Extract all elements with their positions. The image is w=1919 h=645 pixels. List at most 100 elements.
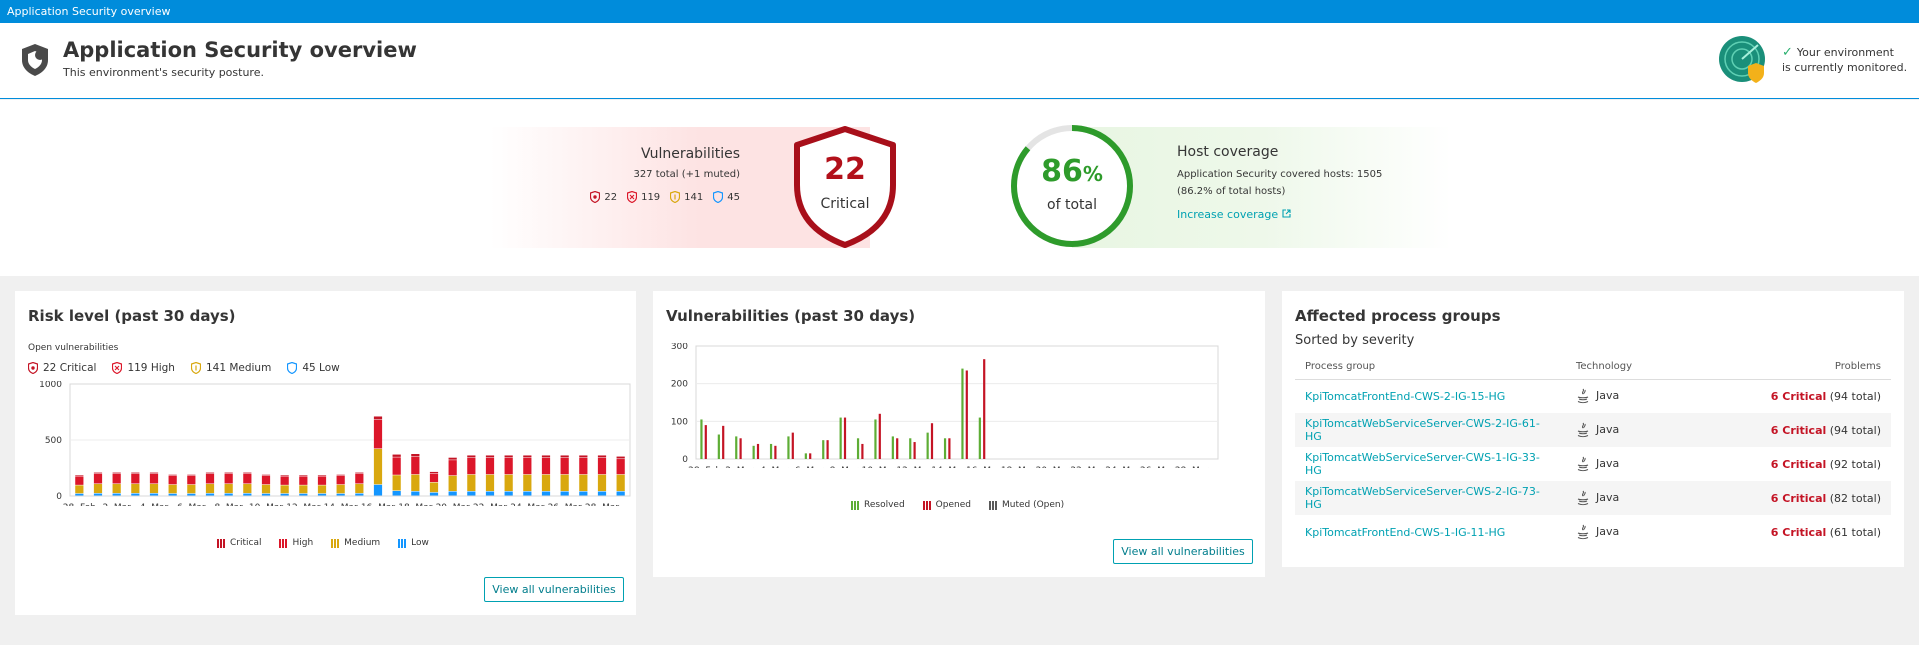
risk-bar-low[interactable]	[187, 493, 196, 496]
risk-bar-high[interactable]	[560, 457, 569, 475]
risk-bar-critical[interactable]	[299, 475, 308, 476]
risk-bar-high[interactable]	[467, 457, 476, 475]
risk-bar-low[interactable]	[131, 493, 140, 496]
risk-bar-medium[interactable]	[597, 474, 607, 492]
risk-bar-critical[interactable]	[93, 472, 103, 474]
risk-bar-medium[interactable]	[205, 484, 215, 494]
table-row[interactable]: KpiTomcatWebServiceServer-CWS-1-IG-33-HG…	[1295, 447, 1891, 481]
risk-bar-high[interactable]	[299, 476, 308, 485]
risk-bar-high[interactable]	[616, 459, 625, 475]
risk-bar-medium[interactable]	[373, 448, 383, 485]
risk-bar-low[interactable]	[616, 491, 625, 496]
risk-bar-low[interactable]	[448, 491, 457, 496]
vuln-bar-resolved[interactable]	[735, 436, 738, 459]
vuln-bar-opened[interactable]	[774, 445, 777, 459]
table-row[interactable]: KpiTomcatFrontEnd-CWS-1-IG-11-HG Java 6 Cr…	[1295, 515, 1891, 549]
vuln-bar-opened[interactable]	[878, 413, 881, 459]
risk-bar-medium[interactable]	[355, 484, 364, 494]
risk-bar-critical[interactable]	[149, 472, 159, 474]
risk-bar-critical[interactable]	[597, 455, 607, 458]
vuln-bar-resolved[interactable]	[752, 445, 755, 459]
vuln-bar-resolved[interactable]	[717, 434, 720, 459]
risk-bar-low[interactable]	[392, 490, 401, 496]
risk-bar-critical[interactable]	[224, 472, 233, 474]
risk-bar-medium[interactable]	[261, 484, 271, 494]
risk-bar-critical[interactable]	[429, 471, 439, 474]
risk-bar-high[interactable]	[280, 476, 289, 485]
risk-bar-high[interactable]	[168, 475, 177, 485]
vuln-bar-opened[interactable]	[983, 359, 986, 459]
risk-bar-medium[interactable]	[280, 485, 289, 494]
risk-bar-medium[interactable]	[579, 474, 588, 492]
vuln-bar-opened[interactable]	[948, 438, 951, 459]
risk-bar-medium[interactable]	[93, 484, 103, 494]
vuln-bar-opened[interactable]	[704, 425, 707, 459]
risk-bar-high[interactable]	[75, 476, 84, 485]
risk-bar-low[interactable]	[280, 493, 289, 496]
vuln-bar-resolved[interactable]	[822, 440, 825, 459]
risk-bar-low[interactable]	[336, 493, 345, 496]
risk-bar-low[interactable]	[560, 491, 569, 496]
risk-bar-critical[interactable]	[243, 472, 252, 474]
risk-bar-critical[interactable]	[523, 455, 532, 458]
column-technology[interactable]: Technology	[1566, 355, 1721, 380]
risk-bar-high[interactable]	[93, 473, 103, 484]
risk-bar-high[interactable]	[411, 456, 420, 475]
risk-bar-high[interactable]	[355, 473, 364, 484]
table-row[interactable]: KpiTomcatFrontEnd-CWS-2-IG-15-HG Java 6 Cr…	[1295, 379, 1891, 413]
vuln-bar-resolved[interactable]	[891, 436, 894, 459]
vuln-bar-resolved[interactable]	[926, 432, 929, 459]
risk-bar-low[interactable]	[355, 493, 364, 496]
risk-bar-low[interactable]	[168, 493, 177, 496]
risk-bar-low[interactable]	[243, 493, 252, 496]
risk-bar-high[interactable]	[504, 457, 513, 475]
risk-bar-high[interactable]	[224, 473, 233, 484]
risk-bar-critical[interactable]	[355, 472, 364, 474]
column-process-group[interactable]: Process group	[1295, 355, 1566, 380]
column-problems[interactable]: Problems	[1721, 355, 1891, 380]
risk-bar-high[interactable]	[448, 460, 457, 476]
risk-bar-critical[interactable]	[579, 455, 588, 458]
risk-bar-medium[interactable]	[187, 484, 196, 494]
risk-bar-medium[interactable]	[112, 484, 121, 494]
risk-bar-medium[interactable]	[243, 484, 252, 494]
risk-bar-low[interactable]	[205, 493, 215, 496]
risk-bar-medium[interactable]	[504, 474, 513, 492]
vuln-bar-opened[interactable]	[739, 438, 742, 459]
risk-bar-medium[interactable]	[299, 485, 308, 494]
vuln-bar-opened[interactable]	[913, 442, 916, 459]
risk-bar-critical[interactable]	[187, 474, 196, 476]
risk-bar-high[interactable]	[597, 457, 607, 475]
risk-bar-critical[interactable]	[504, 455, 513, 458]
vuln-bar-resolved[interactable]	[787, 436, 790, 459]
vuln-bar-opened[interactable]	[809, 453, 812, 459]
risk-bar-low[interactable]	[579, 491, 588, 496]
risk-bar-medium[interactable]	[616, 474, 625, 492]
risk-bar-medium[interactable]	[523, 474, 532, 492]
risk-bar-low[interactable]	[224, 493, 233, 496]
vuln-bar-resolved[interactable]	[856, 438, 860, 459]
risk-bar-high[interactable]	[336, 475, 345, 485]
risk-bar-medium[interactable]	[467, 474, 476, 492]
risk-bar-medium[interactable]	[560, 474, 569, 492]
risk-bar-high[interactable]	[317, 476, 327, 485]
risk-bar-medium[interactable]	[149, 484, 159, 494]
risk-bar-critical[interactable]	[112, 472, 121, 474]
vuln-bar-opened[interactable]	[930, 423, 934, 459]
risk-bar-critical[interactable]	[280, 475, 289, 476]
risk-bar-medium[interactable]	[75, 485, 84, 494]
risk-bar-high[interactable]	[261, 475, 271, 485]
risk-bar-low[interactable]	[149, 493, 159, 496]
risk-bar-critical[interactable]	[168, 474, 177, 476]
risk-bar-critical[interactable]	[392, 454, 401, 457]
vuln-bar-resolved[interactable]	[961, 368, 964, 459]
risk-bar-medium[interactable]	[131, 484, 140, 494]
vuln-bar-opened[interactable]	[843, 417, 847, 459]
risk-bar-high[interactable]	[243, 473, 252, 484]
risk-bar-medium[interactable]	[429, 482, 439, 493]
risk-bar-low[interactable]	[261, 493, 271, 496]
risk-bar-low[interactable]	[373, 484, 383, 496]
process-group-link[interactable]: KpiTomcatWebServiceServer-CWS-2-IG-73-HG	[1305, 485, 1540, 511]
risk-bar-medium[interactable]	[224, 484, 233, 494]
risk-bar-low[interactable]	[467, 491, 476, 496]
